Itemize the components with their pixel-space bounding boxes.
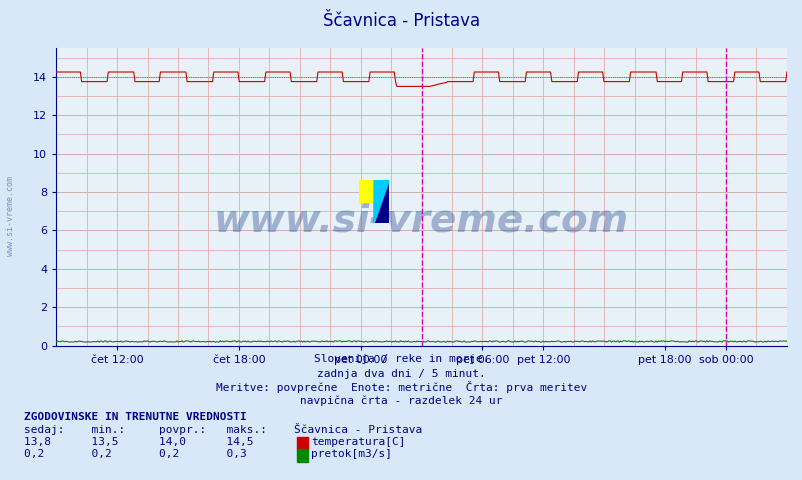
Bar xyxy=(358,180,374,202)
Text: ZGODOVINSKE IN TRENUTNE VREDNOSTI: ZGODOVINSKE IN TRENUTNE VREDNOSTI xyxy=(24,412,246,422)
Bar xyxy=(374,180,389,202)
Bar xyxy=(297,437,307,450)
Bar xyxy=(374,202,389,223)
Text: sedaj:    min.:     povpr.:   maks.:    Ščavnica - Pristava: sedaj: min.: povpr.: maks.: Ščavnica - P… xyxy=(24,423,422,435)
Text: www.si-vreme.com: www.si-vreme.com xyxy=(213,202,629,240)
Text: Slovenija / reke in morje.: Slovenija / reke in morje. xyxy=(314,354,488,364)
Text: pretok[m3/s]: pretok[m3/s] xyxy=(310,449,391,459)
Text: temperatura[C]: temperatura[C] xyxy=(310,437,405,447)
Text: Ščavnica - Pristava: Ščavnica - Pristava xyxy=(322,12,480,30)
Text: zadnja dva dni / 5 minut.: zadnja dva dni / 5 minut. xyxy=(317,369,485,379)
Text: Meritve: povprečne  Enote: metrične  Črta: prva meritev: Meritve: povprečne Enote: metrične Črta:… xyxy=(216,381,586,393)
Polygon shape xyxy=(374,180,389,223)
Text: 0,2       0,2       0,2       0,3: 0,2 0,2 0,2 0,3 xyxy=(24,449,294,459)
Bar xyxy=(297,449,307,462)
Polygon shape xyxy=(374,180,389,223)
Text: 13,8      13,5      14,0      14,5: 13,8 13,5 14,0 14,5 xyxy=(24,437,294,447)
Text: navpična črta - razdelek 24 ur: navpična črta - razdelek 24 ur xyxy=(300,396,502,406)
Text: www.si-vreme.com: www.si-vreme.com xyxy=(6,176,15,256)
